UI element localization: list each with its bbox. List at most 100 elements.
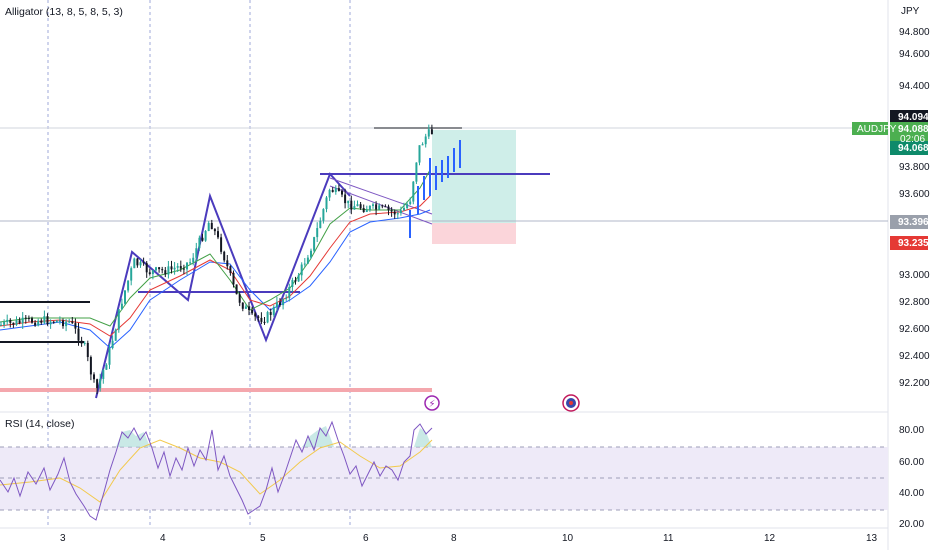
rsi-tick: 60.00 xyxy=(899,457,925,468)
stop-zone[interactable] xyxy=(432,223,516,244)
event-icon-flag[interactable] xyxy=(562,394,580,412)
projection-bars[interactable] xyxy=(409,140,461,238)
candle-body xyxy=(52,321,55,323)
candle-body xyxy=(223,251,226,261)
candle-body xyxy=(83,342,86,344)
support-zone[interactable] xyxy=(0,388,432,392)
candle-body xyxy=(192,257,195,263)
time-tick: 8 xyxy=(451,533,457,544)
rsi-tick: 80.00 xyxy=(899,425,925,436)
currency-label[interactable]: JPY xyxy=(901,6,920,17)
indicator-legend[interactable]: Alligator (13, 8, 5, 8, 5, 3) xyxy=(5,6,123,18)
price-tick: 92.200 xyxy=(899,378,930,389)
candle-body xyxy=(257,316,260,318)
candle-body xyxy=(387,206,390,211)
candle-body xyxy=(226,260,229,267)
candle-body xyxy=(297,275,300,282)
candle-body xyxy=(344,194,347,204)
countdown-label: 02:06 xyxy=(900,134,926,145)
price-tick: 93.000 xyxy=(899,270,930,281)
candle-body xyxy=(393,211,396,215)
candle-body xyxy=(409,201,412,205)
rsi-overbought-fill xyxy=(116,430,150,447)
candle-body xyxy=(148,272,151,275)
candle-body xyxy=(108,348,111,365)
candlestick-series[interactable] xyxy=(0,124,433,395)
candle-body xyxy=(176,266,179,268)
candle-body xyxy=(210,223,213,230)
candle-body xyxy=(269,312,272,315)
candle-body xyxy=(378,205,381,210)
candle-body xyxy=(406,204,409,209)
candle-body xyxy=(133,258,136,269)
candle-body xyxy=(294,280,297,282)
rsi-overbought-fill-3 xyxy=(414,428,432,447)
candle-body xyxy=(353,206,356,210)
candle-body xyxy=(99,378,102,389)
candle-body xyxy=(89,357,92,375)
candle-body xyxy=(421,144,424,146)
candle-body xyxy=(15,320,18,325)
alligator-jaw xyxy=(0,169,431,349)
candle-body xyxy=(198,237,201,249)
price-bid-label: 94.068 xyxy=(898,143,929,154)
candle-body xyxy=(186,262,188,270)
price-tick: 93.600 xyxy=(899,189,930,200)
candle-body xyxy=(207,223,210,232)
candle-body xyxy=(328,189,331,198)
candle-body xyxy=(117,309,120,330)
candle-body xyxy=(275,302,278,307)
candle-body xyxy=(415,162,418,182)
target-zone[interactable] xyxy=(432,130,516,223)
candle-body xyxy=(65,321,68,327)
candle-body xyxy=(34,322,37,326)
candle-body xyxy=(155,267,157,271)
candle-body xyxy=(18,320,21,324)
candle-body xyxy=(306,257,309,264)
candle-body xyxy=(158,267,161,270)
candle-body xyxy=(151,270,154,275)
candle-body xyxy=(254,313,257,317)
candle-body xyxy=(372,204,374,206)
candle-body xyxy=(282,299,285,306)
candle-body xyxy=(3,321,6,325)
candle-body xyxy=(390,210,393,212)
candle-body xyxy=(356,204,359,207)
zigzag-pattern[interactable] xyxy=(95,172,351,399)
candle-body xyxy=(120,303,123,310)
candle-body xyxy=(331,189,334,193)
candle-body xyxy=(365,209,368,212)
candle-body xyxy=(232,272,235,285)
event-icon-lightning[interactable]: ⚡ xyxy=(424,395,440,411)
candle-body xyxy=(322,209,325,221)
candle-body xyxy=(0,324,2,326)
candle-body xyxy=(272,306,275,315)
candle-body xyxy=(43,316,46,323)
rsi-legend[interactable]: RSI (14, close) xyxy=(5,418,75,430)
candle-body xyxy=(164,270,167,275)
candle-body xyxy=(347,200,350,204)
time-tick: 11 xyxy=(663,533,674,544)
candle-body xyxy=(24,317,27,319)
candle-body xyxy=(139,262,142,266)
candle-body xyxy=(217,231,219,238)
candle-body xyxy=(430,129,433,135)
time-tick: 4 xyxy=(160,533,166,544)
candle-body xyxy=(49,321,52,325)
candle-body xyxy=(167,266,170,275)
svg-text:⚡: ⚡ xyxy=(428,399,435,410)
candle-body xyxy=(31,318,33,323)
candle-body xyxy=(266,312,269,323)
time-tick: 6 xyxy=(363,533,369,544)
candle-body xyxy=(396,213,399,215)
candle-body xyxy=(220,237,223,252)
time-tick: 12 xyxy=(764,533,776,544)
time-tick: 13 xyxy=(866,533,878,544)
candle-body xyxy=(381,205,384,207)
candle-body xyxy=(403,208,405,211)
time-tick: 3 xyxy=(60,533,66,544)
candle-body xyxy=(260,317,263,322)
candle-body xyxy=(316,228,319,238)
candle-body xyxy=(362,208,365,212)
